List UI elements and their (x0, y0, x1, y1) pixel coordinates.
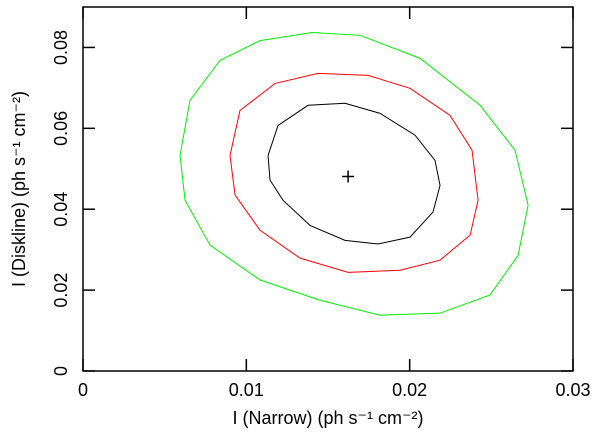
contour-line (229, 72, 479, 273)
y-tick-label: 0.08 (51, 30, 71, 65)
x-tick-label: 0.03 (555, 380, 590, 400)
y-tick-label: 0 (51, 366, 71, 376)
x-tick-label: 0 (78, 380, 88, 400)
best-fit-marker (342, 170, 355, 183)
y-tick-label: 0.02 (51, 273, 71, 308)
x-tick-label: 0.01 (229, 380, 264, 400)
y-tick-label: 0.04 (51, 192, 71, 227)
plot-frame (82, 6, 574, 372)
x-axis-label: I (Narrow) (ph s⁻¹ cm⁻²) (233, 408, 424, 428)
contour-line (267, 102, 441, 245)
contour-line (179, 31, 529, 316)
y-axis-label: I (Diskline) (ph s⁻¹ cm⁻²) (9, 91, 29, 287)
x-tick-label: 0.02 (392, 380, 427, 400)
y-tick-label: 0.06 (51, 111, 71, 146)
